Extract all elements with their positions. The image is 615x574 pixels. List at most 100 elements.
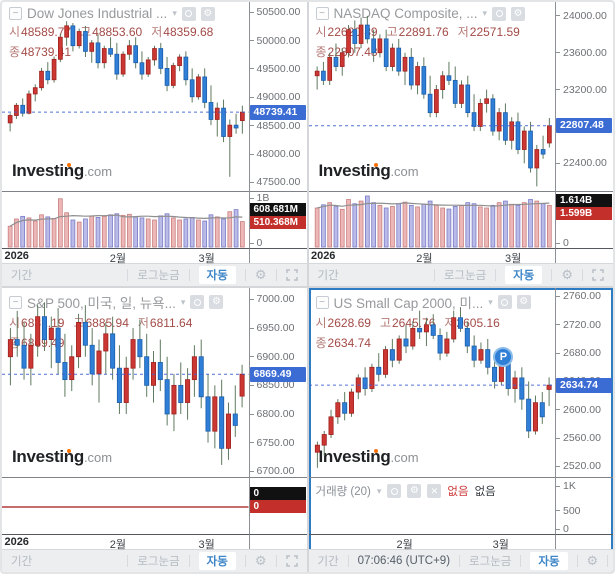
x-axis[interactable]: 2월 3월 xyxy=(308,534,555,551)
volume-plot[interactable] xyxy=(2,192,249,248)
volume-plot[interactable] xyxy=(309,192,556,248)
volume-axis[interactable]: 1K 500 0 xyxy=(555,477,613,534)
volume-chart-area[interactable]: 거래량 (20) 없음 없음 xyxy=(308,477,555,534)
collapse-icon[interactable] xyxy=(9,7,22,20)
auto-scale-button[interactable]: 자동 xyxy=(198,552,236,570)
log-scale-button[interactable]: 로그눈금 xyxy=(137,556,180,568)
price-plot[interactable] xyxy=(308,2,556,191)
candle-body xyxy=(233,124,239,129)
candle-body xyxy=(377,38,382,54)
candle-body xyxy=(96,350,102,375)
candle-body xyxy=(219,396,225,449)
settings-gear-icon[interactable] xyxy=(255,553,267,569)
price-axis[interactable]: 50500.00 50000.00 49500.00 49000.00 48500.00… xyxy=(248,2,307,191)
candle-body xyxy=(370,38,376,54)
x-axis[interactable]: 2026 2월 3월 xyxy=(308,248,555,265)
y-axis-tick: 49000.00 xyxy=(250,91,301,103)
candle-body xyxy=(395,47,401,72)
settings-gear-icon[interactable] xyxy=(561,267,573,283)
volume-plot[interactable] xyxy=(2,478,249,534)
axis-corner xyxy=(248,248,307,263)
candle-body xyxy=(490,98,495,132)
snapshot-icon[interactable] xyxy=(181,6,196,21)
volume-indicator-label: 거래량 (20) xyxy=(315,486,371,498)
price-plot[interactable] xyxy=(308,288,556,477)
period-button[interactable]: 기간 xyxy=(317,556,339,568)
auto-scale-button[interactable]: 자동 xyxy=(530,552,568,570)
candle-body xyxy=(414,66,420,86)
log-scale-button[interactable]: 로그눈금 xyxy=(137,270,180,282)
x-axis[interactable]: 2026 2월 3월 xyxy=(2,534,249,551)
period-button[interactable]: 기간 xyxy=(11,556,33,568)
price-plot[interactable] xyxy=(2,288,249,477)
snapshot-icon[interactable] xyxy=(190,295,205,309)
volume-bar xyxy=(51,218,57,248)
candle-body xyxy=(20,104,26,114)
volume-axis[interactable]: 0 1.614B 1.599B xyxy=(555,191,613,248)
chevron-down-icon[interactable] xyxy=(377,486,382,497)
indicator-visibility-icon[interactable] xyxy=(387,484,402,498)
x-axis-label: 2월 xyxy=(416,253,433,265)
price-axis[interactable]: 24000.0023600.0023200.0022800.0022400.00… xyxy=(555,2,613,191)
volume-bar xyxy=(402,201,407,248)
price-axis[interactable]: 2760.002720.002680.002640.002600.002560.… xyxy=(555,288,613,477)
gear-icon[interactable] xyxy=(516,295,531,309)
fullscreen-icon[interactable] xyxy=(285,269,298,281)
indicator-remove-icon[interactable] xyxy=(427,484,442,498)
volume-chart-area[interactable] xyxy=(2,191,249,248)
auto-scale-button[interactable]: 자동 xyxy=(505,266,543,284)
candle-body xyxy=(409,327,415,347)
volume-bar xyxy=(414,206,420,248)
candle-body xyxy=(484,349,490,368)
candle-body xyxy=(502,112,508,141)
volume-axis-tick: 1K xyxy=(556,480,576,492)
toolbar-divider xyxy=(576,555,578,567)
candle-body xyxy=(83,31,88,52)
collapse-icon[interactable] xyxy=(9,295,22,309)
volume-bar xyxy=(202,220,208,248)
volume-bar xyxy=(326,202,332,248)
candle-body xyxy=(178,384,184,403)
settings-gear-icon[interactable] xyxy=(587,553,599,569)
candle-body xyxy=(540,149,545,155)
period-button[interactable]: 기간 xyxy=(317,270,339,282)
price-chart-area[interactable]: Dow Jones Industrial ... 시48589.77고48853… xyxy=(2,2,249,191)
volume-bar xyxy=(427,200,432,248)
volume-chart-area[interactable] xyxy=(2,477,249,534)
volume-axis-tick: 0 xyxy=(250,237,263,248)
fullscreen-icon[interactable] xyxy=(285,555,298,567)
volume-chart-area[interactable] xyxy=(308,191,556,248)
settings-gear-icon[interactable] xyxy=(255,267,267,283)
gear-icon[interactable] xyxy=(511,6,526,21)
x-axis[interactable]: 2026 2월 3월 xyxy=(2,248,249,265)
fullscreen-icon[interactable] xyxy=(592,269,604,281)
log-scale-button[interactable]: 로그눈금 xyxy=(443,270,487,282)
price-plot[interactable] xyxy=(2,2,249,191)
volume-bar xyxy=(464,202,470,248)
volume-bar xyxy=(189,217,195,248)
collapse-icon[interactable] xyxy=(315,295,329,309)
gear-icon[interactable] xyxy=(209,295,224,309)
snapshot-icon[interactable] xyxy=(492,6,507,21)
log-scale-button[interactable]: 로그눈금 xyxy=(469,556,512,568)
collapse-icon[interactable] xyxy=(315,7,329,20)
chart-toolbar: 기간 07:06:46 (UTC+9) 로그눈금 자동 xyxy=(308,549,613,572)
candle-body xyxy=(227,124,233,137)
premarket-badge[interactable]: P xyxy=(493,346,514,367)
price-chart-area[interactable]: S&P 500, 미국, 일, 뉴욕... 시6831.19고6885.94저6… xyxy=(2,288,249,477)
period-button[interactable]: 기간 xyxy=(11,270,33,282)
y-axis-tick: 7000.00 xyxy=(250,293,295,305)
snapshot-icon[interactable] xyxy=(497,295,512,309)
investing-logo: Investing .com xyxy=(318,447,419,466)
indicator-settings-icon[interactable] xyxy=(407,484,422,498)
gear-icon[interactable] xyxy=(200,6,215,21)
price-chart-area[interactable]: NASDAQ Composite, ... 시22620.89고22891.76… xyxy=(308,2,556,191)
y-axis-tick: 6700.00 xyxy=(250,465,295,477)
price-chart-area[interactable]: US Small Cap 2000, 미... 시2628.69고2645.76… xyxy=(308,288,556,477)
volume-bar xyxy=(521,202,527,248)
price-axis[interactable]: 7000.00 6950.00 6900.00 6850.00 6800.00 6750.… xyxy=(248,288,307,477)
y-axis-tick: 50500.00 xyxy=(250,6,301,18)
volume-axis[interactable]: 1B 0 608.681M 510.368M xyxy=(248,191,307,248)
auto-scale-button[interactable]: 자동 xyxy=(198,266,236,284)
